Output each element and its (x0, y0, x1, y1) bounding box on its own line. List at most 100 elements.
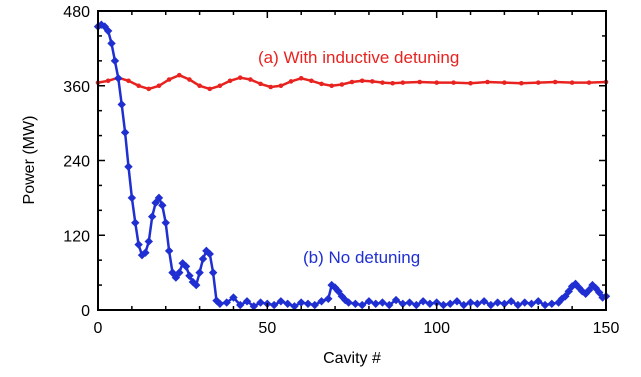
series-a-point (217, 83, 223, 89)
series-b-point (97, 20, 106, 29)
series-a-point (166, 77, 172, 82)
series-b-point (486, 300, 496, 310)
axis-ticks (97, 10, 607, 311)
series-b-point (175, 268, 184, 277)
series-b-point (574, 283, 584, 292)
series-b-point (192, 280, 201, 290)
series-b-point (110, 56, 120, 66)
series-a-point (451, 80, 456, 85)
series-a-point (380, 80, 385, 85)
series-a-point (519, 80, 524, 86)
series-b-point (378, 298, 387, 307)
series-a-point (227, 78, 233, 84)
series-b-point (479, 297, 489, 306)
series-b-point (100, 22, 109, 31)
series-b-point (195, 268, 204, 277)
y-tick-label-120: 120 (63, 228, 90, 245)
series-a-point (105, 78, 111, 84)
series-b-point (557, 294, 567, 303)
series-a-point (126, 78, 131, 84)
series-b-point (242, 297, 252, 306)
series-b-point (185, 271, 194, 280)
series-a-point (485, 79, 490, 85)
series-a-point (309, 78, 314, 84)
series-a-point (248, 77, 253, 82)
series-b-point (151, 198, 160, 208)
series-b-point (473, 299, 482, 308)
series-b-point (256, 298, 265, 307)
series-b-point (357, 300, 367, 310)
series-b-point (425, 299, 435, 308)
series-b-point (161, 218, 170, 227)
series-b-point (466, 298, 475, 307)
series-b-point (364, 297, 374, 306)
series-a-point (207, 86, 213, 92)
x-tick-label-150: 150 (593, 320, 620, 337)
series-a-point (268, 84, 274, 90)
series-a-point (569, 80, 575, 85)
series-a-point (349, 79, 355, 85)
series-b-point (534, 297, 543, 306)
series-a-point (468, 80, 473, 86)
series-b-point (249, 302, 258, 311)
y-tick-label-480: 480 (63, 4, 90, 21)
series-a-point (156, 83, 162, 89)
series-b-point (432, 298, 441, 307)
annotation-with-inductive-detuning: (a) With inductive detuning (258, 48, 459, 67)
series-a-point (400, 80, 406, 85)
series-b-point (500, 299, 509, 308)
series-a-point (370, 79, 375, 84)
series-b-point (134, 240, 143, 249)
series-b-point (412, 300, 421, 310)
x-axis-title: Cavity # (323, 350, 381, 367)
series-b-point (269, 300, 279, 310)
series-a-point (298, 75, 304, 81)
series-a-point (187, 77, 192, 82)
series-b-point (229, 293, 238, 302)
series-b-point (564, 287, 573, 296)
series-a-point (535, 80, 541, 85)
series-b-point (581, 289, 590, 299)
series-b-point (124, 162, 133, 171)
series-a-point (278, 83, 284, 89)
series-b-point (527, 299, 536, 308)
series-b-point (520, 298, 529, 307)
series-a-point (390, 80, 395, 86)
series-b-point (154, 193, 164, 203)
series-a-point (146, 86, 152, 92)
series-a-marks (95, 72, 609, 92)
y-axis-title: Power (MW) (21, 116, 38, 205)
series-b-point (452, 297, 462, 306)
series-a-point (502, 80, 507, 85)
series-b-point (418, 297, 428, 306)
series-b-point (405, 298, 414, 307)
series-b-point (114, 74, 123, 83)
series-b-point (222, 298, 231, 307)
series-b-point (127, 193, 137, 203)
series-b-point (547, 299, 557, 308)
series-b-point (236, 300, 245, 310)
series-b-point (317, 297, 326, 306)
series-b-point (588, 280, 597, 290)
x-tick-label-100: 100 (423, 320, 450, 337)
series-b-point (310, 300, 319, 310)
series-b-point (297, 298, 306, 307)
series-b-point (147, 212, 157, 221)
series-b-point (283, 299, 292, 308)
series-b-point (205, 249, 214, 259)
series-b-point (371, 299, 380, 308)
series-b-point (506, 297, 516, 306)
series-b-point (344, 298, 353, 307)
series-a-point (136, 83, 141, 89)
annotation-no-detuning: (b) No detuning (303, 248, 420, 267)
series-b-point (164, 246, 174, 256)
series-b-point (181, 262, 191, 271)
series-a-point (586, 80, 592, 85)
series-b-point (391, 295, 401, 305)
series-b-point (208, 268, 218, 277)
series-b-point (276, 297, 286, 306)
series-b-point (303, 299, 313, 308)
series-a-point (329, 83, 334, 89)
series-b-point (324, 294, 333, 303)
series-b-point (117, 100, 126, 109)
